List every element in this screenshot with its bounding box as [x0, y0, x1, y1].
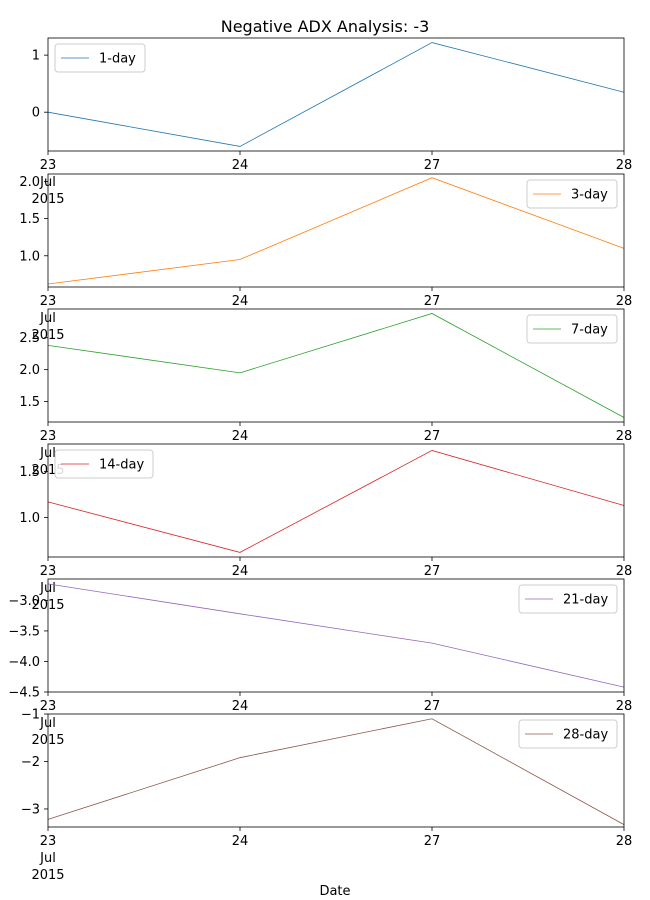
- x-tick-label: 28: [616, 294, 633, 309]
- legend: 28-day: [518, 719, 618, 749]
- y-tick-label: 1.5: [19, 212, 40, 227]
- legend-box: [518, 584, 618, 614]
- axes-frame: [47, 173, 625, 288]
- legend-box: [526, 314, 618, 344]
- x-tick-label: 23: [40, 294, 57, 309]
- x-month-label: Jul: [39, 446, 56, 461]
- chart-title: Negative ADX Analysis: -3: [221, 17, 430, 36]
- y-tick-label: 1.0: [19, 249, 40, 264]
- x-tick-label: 23: [40, 564, 57, 579]
- x-tick-label: 27: [424, 429, 441, 444]
- legend-label: 14-day: [99, 458, 144, 473]
- x-tick-label: 23: [40, 834, 57, 849]
- y-tick-label: −4.0: [8, 655, 40, 670]
- x-tick-label: 27: [424, 158, 441, 173]
- series-line-1-day: [47, 42, 625, 147]
- x-axis-label: Date: [319, 884, 350, 899]
- y-tick-label: −3.5: [8, 624, 40, 639]
- legend: 21-day: [518, 584, 618, 614]
- legend-box: [526, 179, 618, 209]
- legend-label: 7-day: [571, 323, 608, 338]
- legend-box: [54, 43, 146, 73]
- y-tick-label: 2.0: [19, 175, 40, 190]
- legend-label: 28-day: [563, 728, 608, 743]
- y-tick-label: −2: [21, 755, 40, 770]
- series-line-21-day: [47, 583, 625, 688]
- series-line-28-day: [47, 718, 625, 825]
- y-tick-label: 0: [32, 106, 40, 121]
- x-month-label: Jul: [39, 311, 56, 326]
- x-month-label: Jul: [39, 175, 56, 190]
- axes-frame: [47, 713, 625, 828]
- y-tick-label: 1.5: [19, 395, 40, 410]
- x-tick-label: 24: [232, 699, 249, 714]
- x-tick-label: 28: [616, 158, 633, 173]
- y-tick-label: −3.0: [8, 594, 40, 609]
- y-tick-label: 1.5: [19, 465, 40, 480]
- x-tick-label: 28: [616, 429, 633, 444]
- legend: 1-day: [54, 43, 146, 73]
- y-tick-label: −3: [21, 802, 40, 817]
- series-line-3-day: [47, 177, 625, 285]
- legend-box: [518, 719, 618, 749]
- x-tick-label: 24: [232, 158, 249, 173]
- axes-frame: [47, 37, 625, 152]
- legend-label: 1-day: [99, 52, 136, 67]
- x-tick-label: 28: [616, 834, 633, 849]
- x-year-label: 2015: [31, 868, 64, 883]
- x-tick-label: 27: [424, 834, 441, 849]
- x-tick-label: 28: [616, 564, 633, 579]
- x-tick-label: 27: [424, 564, 441, 579]
- x-tick-label: 24: [232, 429, 249, 444]
- y-tick-label: −4.5: [8, 686, 40, 701]
- series-line-7-day: [47, 313, 625, 418]
- series-line-14-day: [47, 450, 625, 553]
- legend: 14-day: [54, 449, 154, 479]
- x-month-label: Jul: [39, 581, 56, 596]
- legend: 3-day: [526, 179, 618, 209]
- legend-box: [54, 449, 154, 479]
- legend: 7-day: [526, 314, 618, 344]
- x-tick-label: 27: [424, 699, 441, 714]
- y-tick-label: 1.0: [19, 511, 40, 526]
- x-tick-label: 24: [232, 294, 249, 309]
- x-tick-label: 24: [232, 564, 249, 579]
- y-tick-label: 2.5: [19, 331, 40, 346]
- axes-frame: [47, 578, 625, 693]
- x-tick-label: 23: [40, 699, 57, 714]
- x-tick-label: 24: [232, 834, 249, 849]
- x-tick-label: 28: [616, 699, 633, 714]
- x-month-label: Jul: [39, 716, 56, 731]
- legend-label: 21-day: [563, 593, 608, 608]
- y-tick-label: −1: [21, 708, 40, 723]
- y-tick-label: 1: [32, 49, 40, 64]
- x-month-label: Jul: [39, 851, 56, 866]
- axes-frame: [47, 308, 625, 423]
- subplot-6: −3 −2 −1 23 24 27 28 Jul 2015 28-day: [21, 708, 632, 884]
- y-tick-label: 2.0: [19, 363, 40, 378]
- legend-label: 3-day: [571, 188, 608, 203]
- x-tick-label: 23: [40, 429, 57, 444]
- axes-frame: [47, 443, 625, 558]
- x-tick-label: 23: [40, 158, 57, 173]
- x-tick-label: 27: [424, 294, 441, 309]
